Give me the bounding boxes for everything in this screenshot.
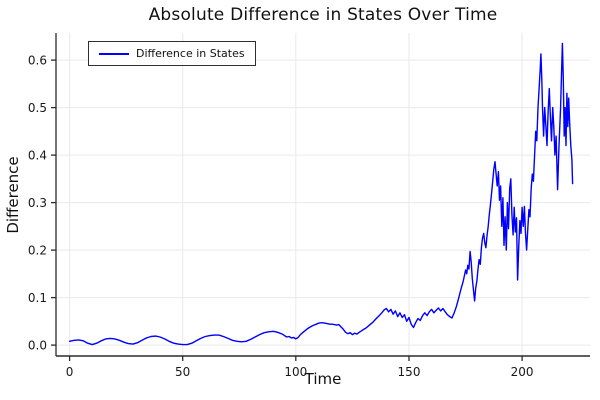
chart-title: Absolute Difference in States Over Time — [148, 5, 498, 25]
x-tick-label: 150 — [398, 365, 421, 379]
y-tick-label: 0.6 — [28, 54, 47, 68]
y-tick-label: 0.3 — [28, 196, 47, 210]
x-tick-label: 100 — [284, 365, 307, 379]
y-tick-label: 0.0 — [28, 339, 47, 353]
y-axis-title: Difference — [4, 156, 22, 234]
y-tick-label: 0.2 — [28, 244, 47, 258]
x-tick-label: 200 — [511, 365, 534, 379]
legend-series-label: Difference in States — [136, 47, 245, 60]
x-axis-title: Time — [304, 370, 342, 388]
x-tick-label: 0 — [66, 365, 74, 379]
y-tick-label: 0.4 — [28, 149, 47, 163]
legend: Difference in States — [88, 41, 256, 66]
y-tick-label: 0.1 — [28, 291, 47, 305]
legend-line-sample-icon — [99, 52, 129, 55]
difference-in-states-line — [68, 42, 574, 346]
y-tick-label: 0.5 — [28, 101, 47, 115]
x-tick-label: 50 — [175, 365, 190, 379]
